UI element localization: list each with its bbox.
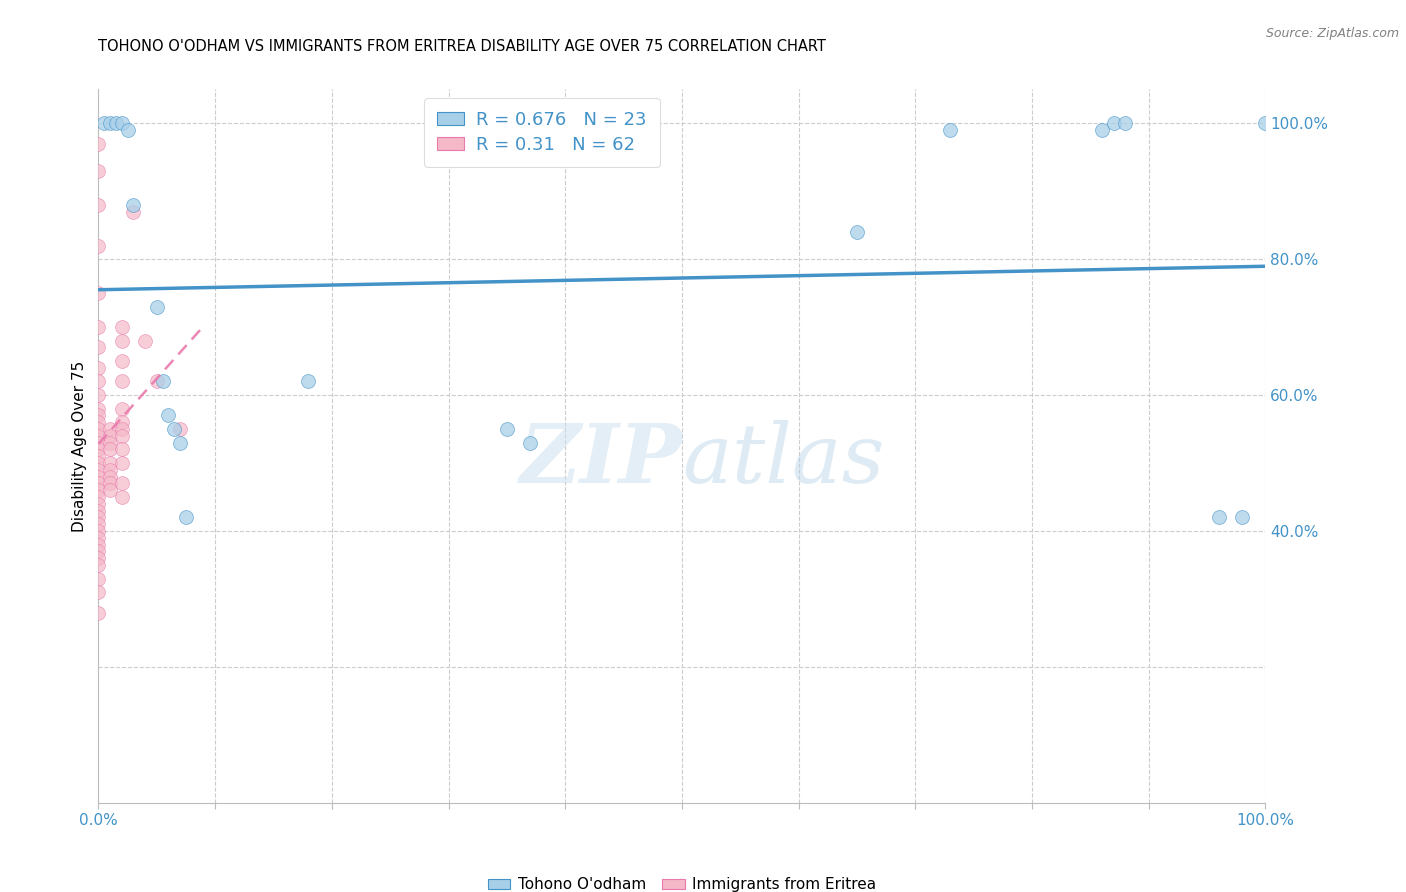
Point <box>111 415 134 429</box>
Point <box>939 123 962 137</box>
Point <box>87 503 110 517</box>
Point <box>111 456 134 470</box>
Point <box>87 401 110 416</box>
Point <box>87 442 110 457</box>
Point <box>87 497 110 511</box>
Point <box>98 463 121 477</box>
Point <box>87 531 110 545</box>
Point <box>169 435 191 450</box>
Point <box>297 375 319 389</box>
Point <box>122 204 145 219</box>
Point <box>87 415 110 429</box>
Point <box>87 360 110 375</box>
Point <box>87 558 110 572</box>
Point <box>152 375 174 389</box>
Point <box>1230 510 1253 524</box>
Point <box>98 429 121 443</box>
Point <box>87 449 110 463</box>
Point <box>87 551 110 566</box>
Point <box>1102 116 1125 130</box>
Point <box>87 388 110 402</box>
Point <box>98 476 121 491</box>
Point <box>117 123 139 137</box>
Point <box>87 476 110 491</box>
Point <box>1254 116 1277 130</box>
Text: TOHONO O'ODHAM VS IMMIGRANTS FROM ERITREA DISABILITY AGE OVER 75 CORRELATION CHA: TOHONO O'ODHAM VS IMMIGRANTS FROM ERITRE… <box>98 38 827 54</box>
Point <box>1091 123 1114 137</box>
Point <box>111 334 134 348</box>
Point <box>111 429 134 443</box>
Point <box>122 198 145 212</box>
Point <box>87 537 110 551</box>
Point <box>87 524 110 538</box>
Point <box>87 429 110 443</box>
Point <box>111 422 134 436</box>
Point <box>146 300 169 314</box>
Point <box>98 483 121 498</box>
Point <box>87 238 110 252</box>
Point <box>146 375 169 389</box>
Point <box>93 116 115 130</box>
Point <box>87 469 110 483</box>
Point <box>87 375 110 389</box>
Point <box>87 483 110 498</box>
Point <box>111 354 134 368</box>
Point <box>87 136 110 151</box>
Point <box>87 435 110 450</box>
Point <box>1208 510 1230 524</box>
Point <box>98 422 121 436</box>
Point <box>111 320 134 334</box>
Point <box>519 435 541 450</box>
Point <box>87 510 110 524</box>
Point <box>104 116 127 130</box>
Point <box>1114 116 1136 130</box>
Point <box>87 198 110 212</box>
Point <box>87 422 110 436</box>
Point <box>111 476 134 491</box>
Text: ZIP: ZIP <box>519 420 682 500</box>
Point <box>87 320 110 334</box>
Legend: Tohono O'odham, Immigrants from Eritrea: Tohono O'odham, Immigrants from Eritrea <box>481 871 883 892</box>
Point <box>169 422 191 436</box>
Point <box>111 442 134 457</box>
Point <box>98 456 121 470</box>
Text: Source: ZipAtlas.com: Source: ZipAtlas.com <box>1265 27 1399 40</box>
Point <box>87 341 110 355</box>
Point <box>87 456 110 470</box>
Point <box>98 435 121 450</box>
Y-axis label: Disability Age Over 75: Disability Age Over 75 <box>72 360 87 532</box>
Point <box>87 163 110 178</box>
Point <box>87 606 110 620</box>
Point <box>495 422 517 436</box>
Point <box>111 490 134 504</box>
Point <box>87 572 110 586</box>
Point <box>163 422 186 436</box>
Point <box>98 116 121 130</box>
Point <box>157 409 180 423</box>
Point <box>87 409 110 423</box>
Point <box>87 490 110 504</box>
Point <box>87 585 110 599</box>
Point <box>87 517 110 532</box>
Point <box>846 225 869 239</box>
Point <box>111 116 134 130</box>
Point <box>174 510 197 524</box>
Point <box>98 442 121 457</box>
Point <box>111 375 134 389</box>
Point <box>111 401 134 416</box>
Point <box>87 286 110 301</box>
Point <box>98 469 121 483</box>
Point <box>87 463 110 477</box>
Point <box>87 544 110 558</box>
Text: atlas: atlas <box>682 420 884 500</box>
Point <box>134 334 156 348</box>
